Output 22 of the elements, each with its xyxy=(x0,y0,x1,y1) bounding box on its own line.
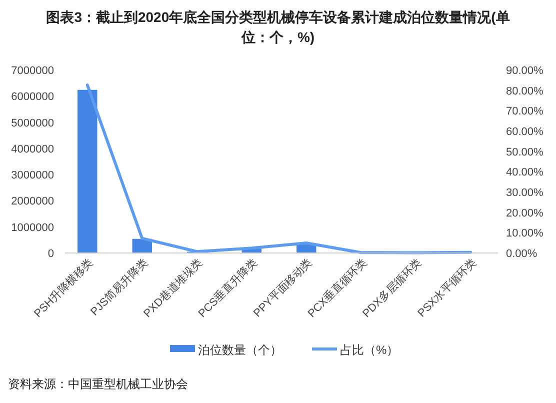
y-tick-label: 0 xyxy=(48,248,54,260)
y2-tick-label: 30.00% xyxy=(506,187,544,199)
y-tick-label: 1000000 xyxy=(11,222,54,234)
y2-tick-label: 60.00% xyxy=(506,126,544,138)
y-tick-label: 5000000 xyxy=(11,117,54,130)
y-tick-label: 6000000 xyxy=(11,91,54,104)
y-tick-label: 2000000 xyxy=(11,196,54,208)
y2-tick-label: 20.00% xyxy=(506,207,544,220)
y2-tick-label: 40.00% xyxy=(506,166,544,179)
y2-tick-label: 10.00% xyxy=(506,228,544,240)
title: 图表3：截止到2020年底全国分类型机械停车设备累计建成泊位数量情况(单位：个，%) xyxy=(46,9,510,45)
y2-tick-label: 90.00% xyxy=(506,65,544,77)
y2-tick-label: 50.00% xyxy=(506,146,544,158)
y2-tick-label: 80.00% xyxy=(506,85,544,98)
y-tick-label: 3000000 xyxy=(11,170,54,182)
y-tick-label: 4000000 xyxy=(11,143,54,156)
y2-tick-label: 0.00% xyxy=(506,248,538,260)
legend-label: 泊位数量（个） xyxy=(198,343,282,357)
y-tick-label: 7000000 xyxy=(11,65,54,77)
text: 资料来源：中国重型机械工业协会 xyxy=(8,377,188,391)
legend-label: 占比（%） xyxy=(340,343,399,357)
y2-tick-label: 70.00% xyxy=(506,106,544,118)
